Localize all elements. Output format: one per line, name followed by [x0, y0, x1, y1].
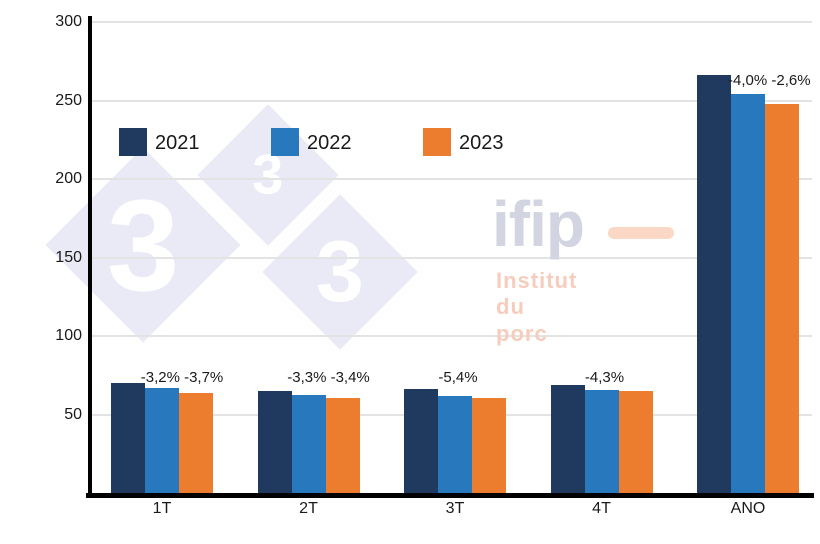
annotation-3T: -5,4%: [438, 369, 478, 386]
ifip-dash: [608, 227, 674, 239]
legend-swatch-2022: [271, 128, 299, 156]
legend-label-2021: 2021: [155, 132, 200, 154]
x-axis-label-3T: 3T: [445, 500, 465, 517]
gridline-250: [92, 99, 812, 102]
x-axis-line: [86, 493, 814, 498]
bar-2023-ANO: [765, 103, 799, 493]
bar-2023-2T: [325, 398, 360, 493]
x-axis-label-ANO: ANO: [730, 500, 766, 517]
y-tick-label-200: 200: [55, 170, 82, 187]
legend-label-2022: 2022: [307, 132, 352, 154]
bar-2022-2T: [291, 394, 326, 493]
gridline-200: [92, 178, 812, 180]
bar-2021-2T: [257, 390, 292, 493]
y-tick-label-150: 150: [55, 248, 82, 266]
ifip-logo-text: ifip: [492, 188, 585, 260]
legend-swatch-2021: [119, 128, 147, 156]
bar-2021-3T: [404, 389, 438, 493]
gridline-150: [92, 256, 812, 259]
annotation-ANO: -4,0% -2,6%: [728, 72, 811, 89]
bar-2023-4T: [618, 390, 653, 493]
bar-2022-3T: [438, 395, 472, 493]
ifip-subtitle: Institut du porc: [496, 268, 578, 346]
x-axis-label-4T: 4T: [592, 500, 611, 517]
legend-label-2023: 2023: [459, 132, 504, 154]
gridline-300: [92, 21, 812, 23]
bar-2021-4T: [550, 385, 585, 493]
annotation-2T: -3,3% -3,4%: [287, 369, 370, 386]
y-tick-label-250: 250: [55, 91, 82, 109]
gridline-100: [92, 335, 812, 337]
annotation-4T: -4,3%: [584, 369, 625, 386]
bar-2022-4T: [584, 390, 619, 493]
bar-2021-ANO: [697, 75, 731, 493]
bar-2021-1T: [111, 383, 145, 493]
y-tick-label-300: 300: [55, 13, 82, 30]
y-tick-label-100: 100: [55, 327, 82, 344]
y-tick-label-50: 50: [64, 405, 82, 423]
y-axis-line: [88, 16, 92, 497]
pig333-digit: 3: [106, 172, 180, 318]
bar-2022-1T: [145, 387, 179, 493]
pig333-digit: 3: [316, 224, 364, 320]
annotation-1T: -3,2% -3,7%: [140, 369, 224, 386]
bar-2023-3T: [472, 398, 506, 493]
legend-swatch-2023: [423, 128, 451, 156]
bar-2023-1T: [179, 392, 213, 493]
bar-2022-ANO: [731, 94, 765, 493]
x-axis-label-1T: 1T: [152, 500, 172, 517]
x-axis-label-2T: 2T: [299, 500, 318, 517]
